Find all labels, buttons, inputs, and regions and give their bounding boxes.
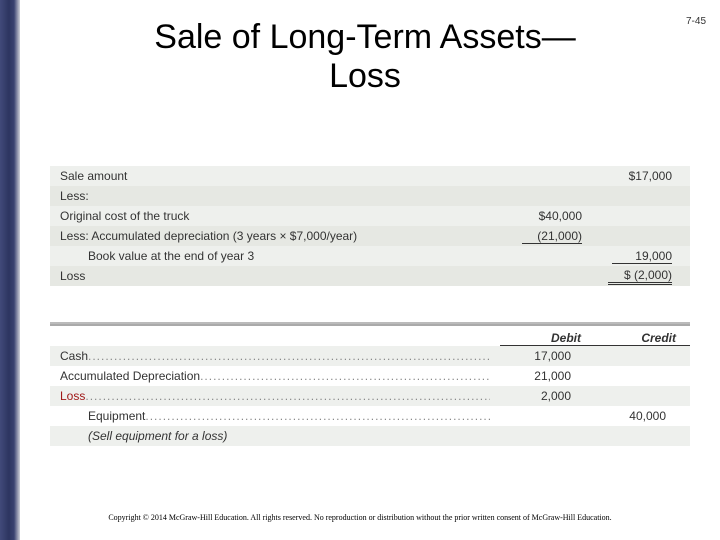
calc-label: Less: Accumulated depreciation (3 years … <box>60 229 500 243</box>
journal-label: Accumulated Depreciation <box>60 369 490 383</box>
calc-col1: (21,000) <box>500 229 590 244</box>
journal-label: Equipment <box>60 409 490 423</box>
journal-header-debit: Debit <box>500 331 595 346</box>
calc-col2: $17,000 <box>590 169 680 183</box>
journal-label: Cash <box>60 349 490 363</box>
calc-label: Less: <box>60 189 500 203</box>
calc-col2: 19,000 <box>590 249 680 264</box>
journal-entry-table: Debit Credit Cash 17,000 Accumulated Dep… <box>50 320 690 446</box>
journal-debit: 2,000 <box>490 389 585 403</box>
calc-label: Sale amount <box>60 169 500 183</box>
calc-col2: $ (2,000) <box>590 268 680 285</box>
page-title: Sale of Long-Term Assets—Loss <box>60 18 670 96</box>
calc-label: Original cost of the truck <box>60 209 500 223</box>
journal-debit: 21,000 <box>490 369 585 383</box>
left-accent-stripe <box>0 0 20 540</box>
journal-credit: 40,000 <box>585 409 680 423</box>
calc-col1: $40,000 <box>500 209 590 223</box>
journal-note: (Sell equipment for a loss) <box>60 429 490 443</box>
journal-header-credit: Credit <box>595 331 690 346</box>
calc-label: Loss <box>60 269 500 283</box>
copyright-footer: Copyright © 2014 McGraw-Hill Education. … <box>0 513 720 522</box>
calc-label: Book value at the end of year 3 <box>60 249 500 263</box>
journal-debit: 17,000 <box>490 349 585 363</box>
calculation-table: Sale amount $17,000 Less: Original cost … <box>50 166 690 286</box>
journal-label-loss: Loss <box>60 389 490 403</box>
slide-number: 7-45 <box>686 16 706 27</box>
